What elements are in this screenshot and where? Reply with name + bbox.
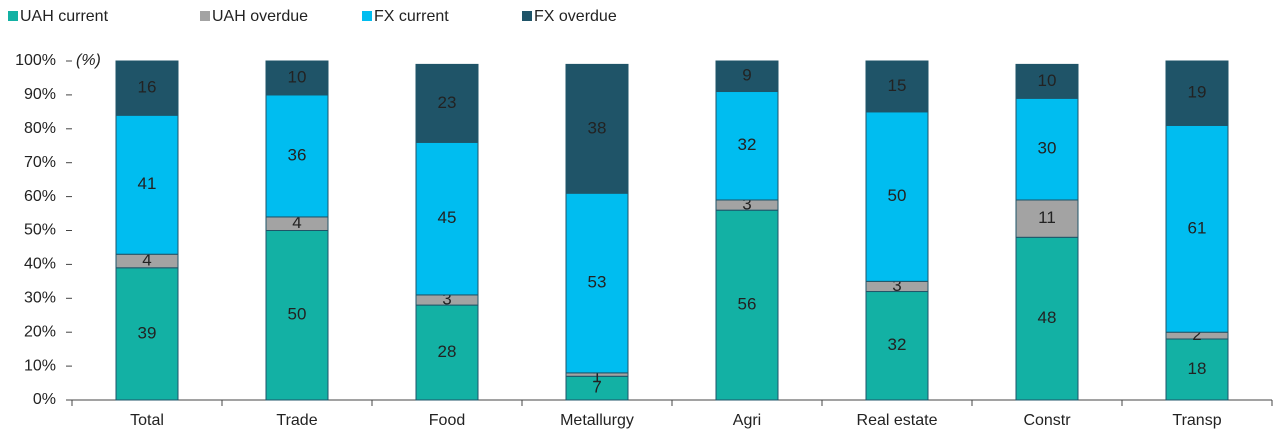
bar-segment — [1015, 199, 1079, 238]
y-tick-label: 20% — [24, 323, 56, 340]
value-label: 7 — [592, 378, 601, 397]
legend-label: UAH overdue — [212, 8, 308, 25]
legend-swatch — [8, 11, 18, 21]
legend-label: FX current — [374, 8, 449, 25]
bar-segment — [1165, 124, 1229, 333]
axis-annotation: (%) — [76, 52, 101, 69]
x-tick-label: Food — [429, 412, 465, 429]
bar-segment — [115, 60, 179, 116]
legend-swatch — [522, 11, 532, 21]
value-label: 10 — [1038, 71, 1057, 90]
y-tick-label: 80% — [24, 120, 56, 137]
x-tick-label: Constr — [1023, 412, 1071, 429]
y-tick-label: 100% — [15, 52, 56, 69]
x-tick-label: Trade — [276, 412, 317, 429]
value-label: 53 — [588, 273, 607, 292]
value-label: 41 — [138, 174, 157, 193]
legend-swatch — [362, 11, 372, 21]
value-label: 9 — [742, 66, 751, 85]
bar-segment — [415, 63, 479, 143]
bar-segment — [415, 304, 479, 401]
value-label: 50 — [888, 186, 907, 205]
bar-segment — [265, 230, 329, 401]
y-tick-label: 10% — [24, 357, 56, 374]
value-label: 45 — [438, 208, 457, 227]
bar-segment — [115, 114, 179, 255]
bar-segment — [865, 111, 929, 282]
value-label: 38 — [588, 118, 607, 137]
y-tick-label: 40% — [24, 256, 56, 273]
x-tick-label: Agri — [733, 412, 761, 429]
legend-swatch — [200, 11, 210, 21]
bar-segment — [865, 291, 929, 401]
value-label: 4 — [142, 250, 151, 269]
bar-segment — [715, 209, 779, 401]
bar-segment — [715, 60, 779, 93]
value-label: 32 — [888, 335, 907, 354]
y-tick-label: 90% — [24, 86, 56, 103]
value-label: 50 — [288, 305, 307, 324]
bar-segment — [865, 60, 929, 113]
value-label: 30 — [1038, 139, 1057, 158]
x-tick-label: Transp — [1172, 412, 1221, 429]
y-tick-label: 30% — [24, 290, 56, 307]
y-tick-label: 0% — [33, 391, 56, 408]
bar-segment — [415, 141, 479, 296]
y-tick-label: 50% — [24, 222, 56, 239]
bar-segment — [1165, 60, 1229, 126]
bar-segment — [265, 94, 329, 218]
value-label: 61 — [1188, 218, 1207, 237]
bar-segment — [115, 267, 179, 401]
value-label: 23 — [438, 93, 457, 112]
value-label: 36 — [288, 145, 307, 164]
value-label: 18 — [1188, 359, 1207, 378]
value-label: 16 — [138, 78, 157, 97]
legend-label: UAH current — [20, 8, 109, 25]
value-label: 10 — [288, 67, 307, 86]
value-label: 3 — [742, 195, 751, 214]
value-label: 56 — [738, 295, 757, 314]
legend-label: FX overdue — [534, 8, 617, 25]
value-label: 28 — [438, 342, 457, 361]
value-label: 3 — [892, 276, 901, 295]
value-label: 39 — [138, 323, 157, 342]
bar-segment — [565, 192, 629, 374]
value-label: 1 — [592, 367, 601, 386]
value-label: 11 — [1038, 208, 1056, 227]
bar-segment — [715, 91, 779, 201]
value-label: 48 — [1038, 308, 1057, 327]
value-label: 2 — [1192, 325, 1201, 344]
value-label: 15 — [888, 76, 907, 95]
value-label: 4 — [292, 213, 301, 232]
bar-segment — [1015, 97, 1079, 201]
x-tick-label: Total — [130, 412, 164, 429]
bar-segment — [565, 63, 629, 194]
value-label: 32 — [738, 135, 757, 154]
y-tick-label: 60% — [24, 188, 56, 205]
x-tick-label: Real estate — [857, 412, 938, 429]
bar-segment — [1015, 236, 1079, 401]
bar-segment — [265, 60, 329, 96]
x-tick-label: Metallurgy — [560, 412, 634, 429]
value-label: 3 — [442, 289, 451, 308]
value-label: 19 — [1188, 83, 1207, 102]
y-tick-label: 70% — [24, 154, 56, 171]
bar-segment — [1015, 63, 1079, 99]
